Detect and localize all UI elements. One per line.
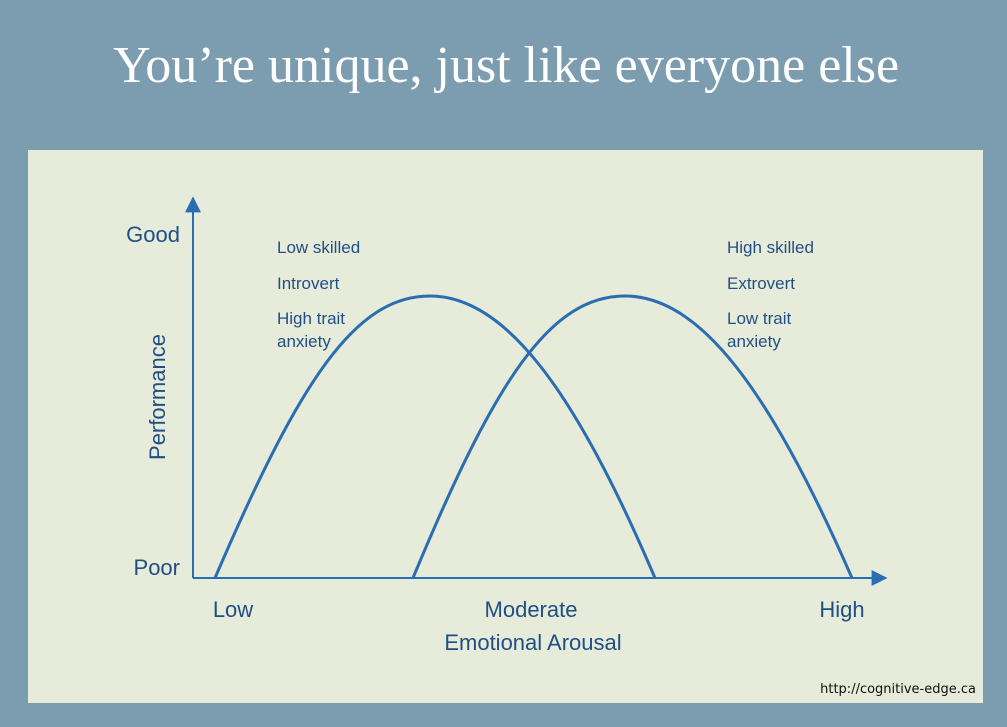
y-top-label: Good	[126, 222, 180, 247]
y-bottom-label: Poor	[134, 555, 180, 580]
panel	[28, 150, 983, 703]
group-line: anxiety	[277, 332, 331, 351]
group-line: High trait	[277, 309, 345, 328]
group-line: Low trait	[727, 309, 792, 328]
slide-title: You’re unique, just like everyone else	[113, 37, 899, 94]
x-tick-label: Low	[213, 597, 253, 622]
y-axis-title: Performance	[145, 334, 170, 460]
x-tick-label: High	[819, 597, 864, 622]
source: http://cognitive-edge.ca	[820, 682, 976, 697]
x-axis-title: Emotional Arousal	[444, 630, 621, 655]
group-line: anxiety	[727, 332, 781, 351]
group-line: Extrovert	[727, 274, 795, 293]
group-line: High skilled	[727, 238, 814, 257]
group-line: Low skilled	[277, 238, 360, 257]
x-tick-label: Moderate	[485, 597, 578, 622]
curve-high-skilled	[411, 294, 854, 579]
curve-low-skilled	[213, 294, 657, 579]
group-line: Introvert	[277, 274, 340, 293]
